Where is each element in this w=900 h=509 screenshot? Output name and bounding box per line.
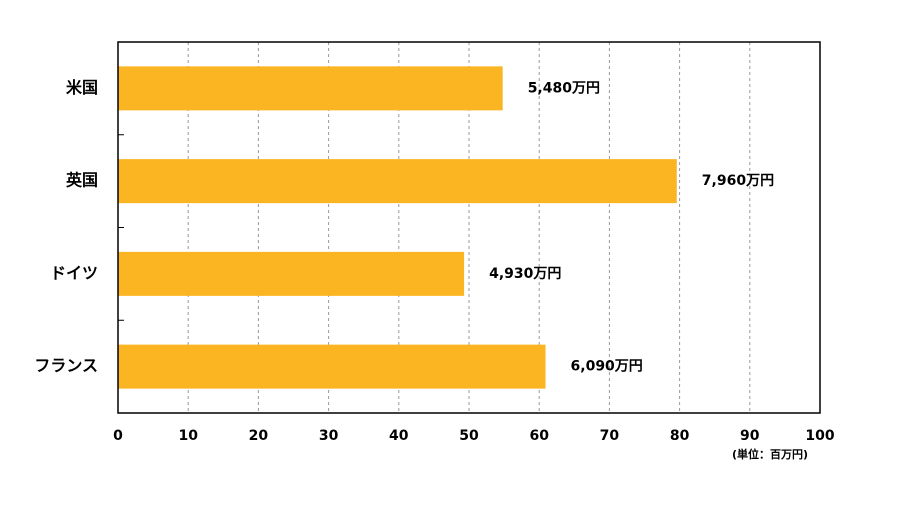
x-tick-label: 0	[113, 428, 123, 444]
y-tick-label: 米国	[66, 78, 98, 97]
x-tick-label: 40	[389, 428, 409, 444]
bar	[118, 344, 546, 389]
data-label: 5,480万円	[528, 80, 600, 96]
data-label: 4,930万円	[489, 266, 561, 282]
x-tick-label: 80	[670, 428, 690, 444]
x-tick-label: 70	[600, 428, 620, 444]
x-tick-label: 60	[529, 428, 549, 444]
y-tick-label: 英国	[65, 171, 98, 190]
x-tick-label: 10	[178, 428, 198, 444]
bar	[118, 251, 465, 296]
x-tick-label: 90	[740, 428, 760, 444]
bar	[118, 159, 677, 204]
y-tick-label: フランス	[34, 356, 98, 375]
data-label: 6,090万円	[571, 359, 643, 375]
plot-frame	[117, 41, 821, 414]
x-tick-label: 30	[319, 428, 339, 444]
x-tick-label: 50	[459, 428, 479, 444]
bar	[118, 66, 503, 111]
y-tick-label: ドイツ	[50, 263, 98, 282]
x-axis-label: (単位：百万円)	[732, 447, 808, 461]
data-label: 7,960万円	[702, 173, 774, 189]
x-tick-label: 20	[249, 428, 269, 444]
x-tick-label: 100	[805, 428, 834, 444]
